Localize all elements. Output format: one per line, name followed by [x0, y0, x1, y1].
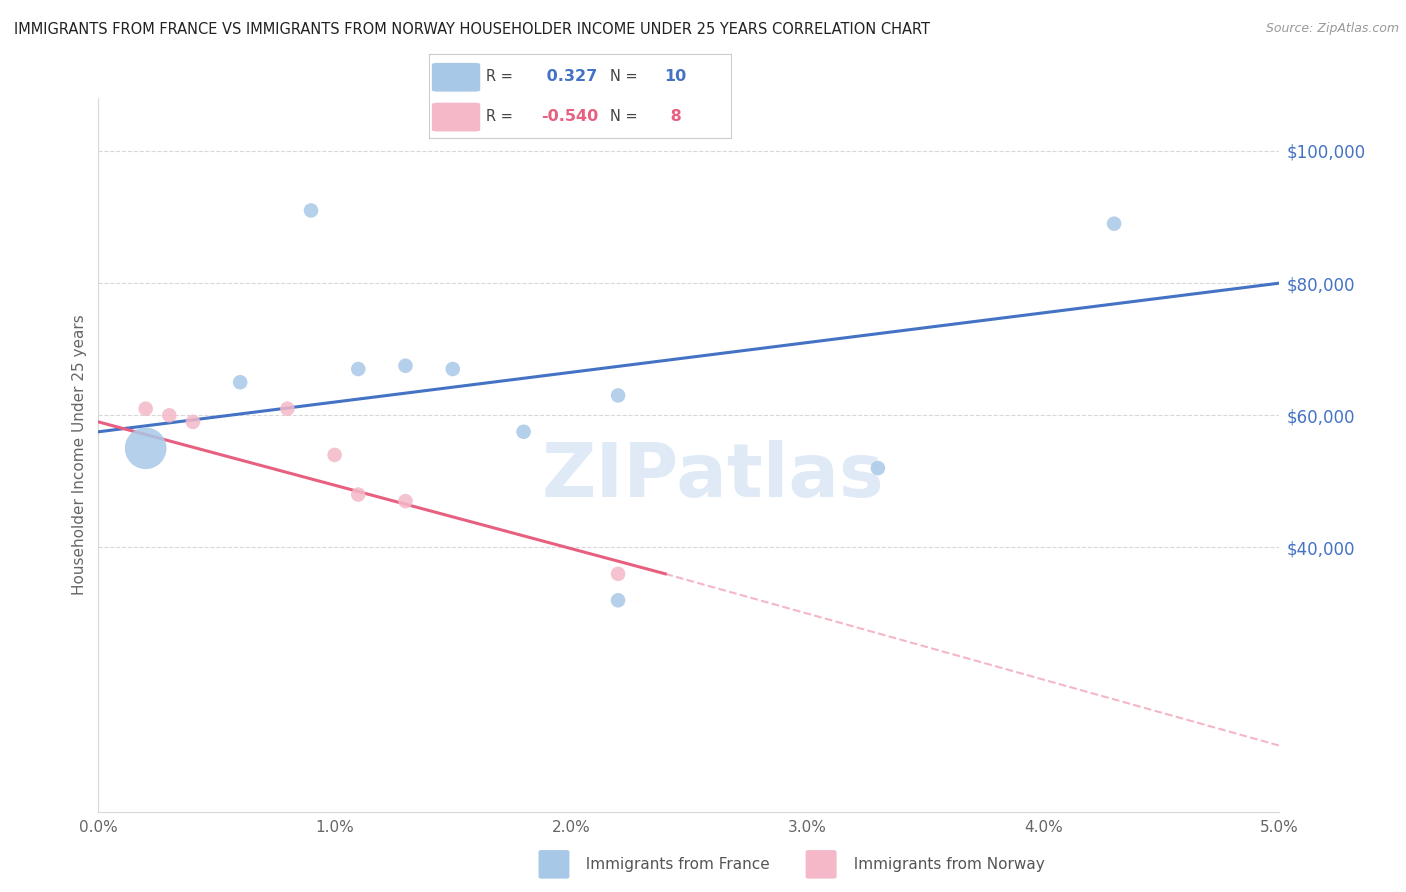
Text: N =: N = [610, 109, 638, 124]
Text: Immigrants from Norway: Immigrants from Norway [844, 857, 1045, 872]
FancyBboxPatch shape [432, 62, 481, 92]
Point [323, 448, 346, 462]
Text: ZIPatlas: ZIPatlas [541, 440, 884, 513]
Point [276, 401, 298, 416]
Point [512, 425, 534, 439]
Point [394, 494, 416, 508]
Point [299, 203, 322, 218]
Point [181, 415, 204, 429]
Text: -0.540: -0.540 [541, 109, 598, 124]
Point [229, 376, 252, 390]
Point [607, 566, 630, 581]
Point [441, 362, 464, 376]
Point [347, 362, 370, 376]
Text: R =: R = [486, 109, 513, 124]
Point [866, 461, 889, 475]
Point [347, 487, 370, 501]
Text: Source: ZipAtlas.com: Source: ZipAtlas.com [1265, 22, 1399, 36]
Point [394, 359, 416, 373]
Text: 8: 8 [665, 109, 682, 124]
Text: R =: R = [486, 69, 513, 84]
FancyBboxPatch shape [432, 103, 481, 131]
Y-axis label: Householder Income Under 25 years: Householder Income Under 25 years [72, 315, 87, 595]
Text: 0.327: 0.327 [541, 69, 598, 84]
Point [135, 442, 157, 456]
Text: 10: 10 [665, 69, 688, 84]
Point [135, 401, 157, 416]
Text: Immigrants from France: Immigrants from France [576, 857, 770, 872]
Point [607, 593, 630, 607]
Text: IMMIGRANTS FROM FRANCE VS IMMIGRANTS FROM NORWAY HOUSEHOLDER INCOME UNDER 25 YEA: IMMIGRANTS FROM FRANCE VS IMMIGRANTS FRO… [14, 22, 929, 37]
Text: N =: N = [610, 69, 638, 84]
Point [1102, 217, 1125, 231]
Point [157, 409, 180, 423]
Point [607, 388, 630, 402]
